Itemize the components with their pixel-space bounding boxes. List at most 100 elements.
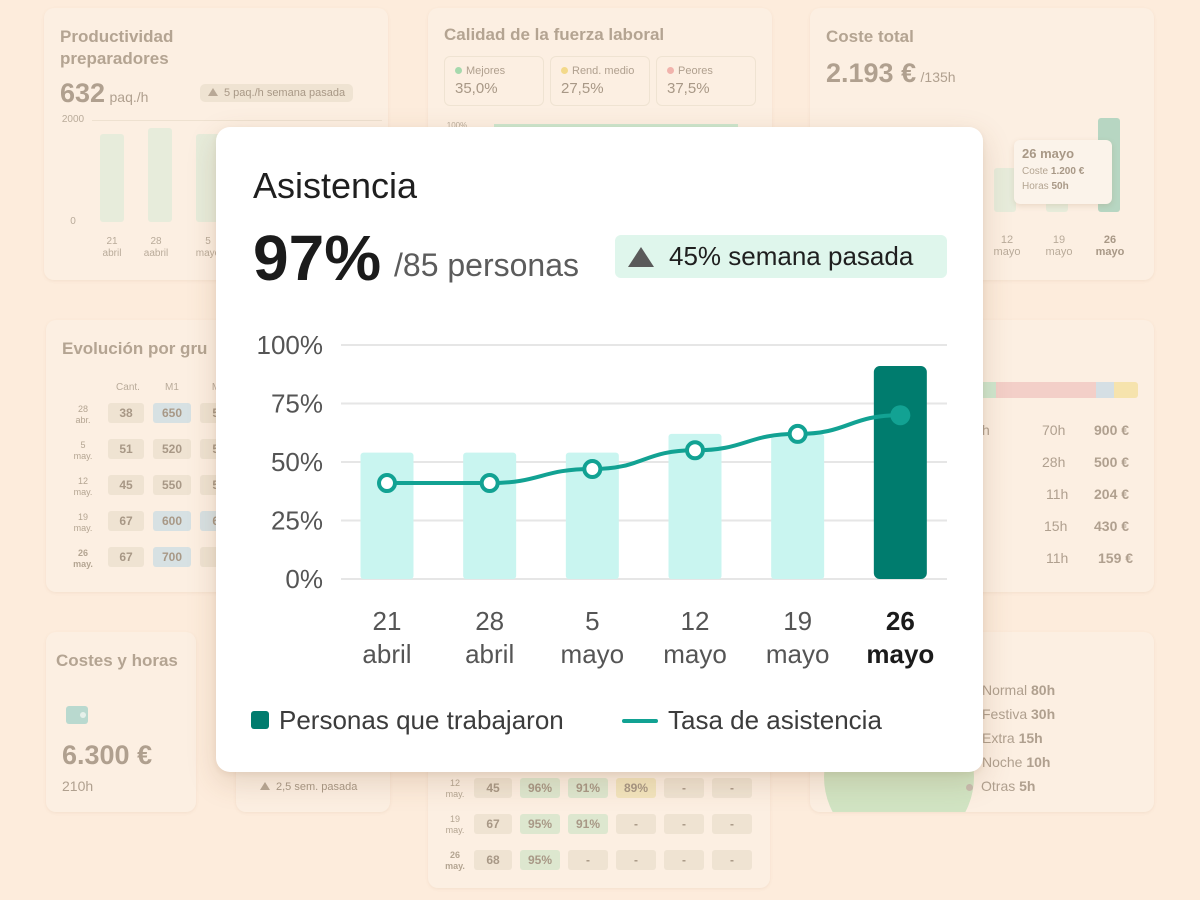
desglose-cost: 900 €: [1094, 422, 1130, 438]
y-tick-label: 75%: [271, 389, 323, 419]
productividad-x-tick: 5 mayo: [195, 236, 221, 259]
desglose-cost: 204 €: [1094, 486, 1130, 502]
x-tick-label: mayo: [663, 639, 727, 669]
table-cell: -: [664, 778, 704, 798]
productividad-bar: [148, 128, 172, 222]
y-tick-label: 50%: [271, 447, 323, 477]
table-cell: -: [616, 814, 656, 834]
productividad-value: 632: [60, 78, 106, 108]
table-cell: -: [712, 814, 752, 834]
legend-bar-swatch: [251, 711, 269, 729]
green-dot-icon: [455, 67, 462, 74]
up-triangle-icon: [208, 88, 218, 96]
desglose-stacked-bar: [980, 382, 1138, 398]
x-tick-label: abril: [362, 639, 411, 669]
coste-x-tick: 19 mayo: [1045, 234, 1073, 258]
series-line: [386, 413, 901, 486]
coste-x-tick: 26 mayo: [1095, 234, 1125, 258]
up-triangle-icon: [260, 782, 270, 790]
coste-x-tick: 12 mayo: [993, 234, 1021, 258]
table-cell: 89%: [616, 778, 656, 798]
productividad-y-tick: 2000: [61, 114, 85, 125]
desglose-cost: 430 €: [1094, 518, 1130, 534]
table-cell: 650: [153, 403, 191, 423]
coste-tooltip: 26 mayo Coste 1.200 € Horas 50h: [1014, 140, 1112, 204]
desglose-card: h 70h 900 € 28h 500 € 11h 204 € 15h 430 …: [960, 320, 1154, 592]
calidad-axis-label: 100%: [446, 121, 468, 130]
tipos-item: Noche 10h: [982, 754, 1051, 770]
table-cell: 51: [108, 439, 144, 459]
yellow-dot-icon: [561, 67, 568, 74]
asistencia-card: Asistencia 97% /85 personas 45% semana p…: [216, 127, 983, 772]
productividad-bar: [100, 134, 124, 222]
people-count: /85 personas: [394, 247, 580, 283]
desglose-hours: 28h: [1042, 454, 1066, 470]
productividad-y-tick: 0: [70, 216, 76, 227]
tipos-item: Festiva 30h: [982, 706, 1056, 722]
table-cell: 91%: [568, 778, 608, 798]
table-cell: 68: [474, 850, 512, 870]
grid-line: [92, 120, 382, 121]
table-cell: 700: [153, 547, 191, 567]
desglose-hours: 11h: [1046, 486, 1069, 502]
calidad-stat: Rend. medio 27,5%: [550, 56, 650, 106]
productividad-value-group: 632 paq./h: [60, 78, 148, 109]
x-tick-label: abril: [465, 639, 514, 669]
dot-icon: [966, 784, 973, 791]
coste-title: Coste total: [826, 27, 914, 46]
table-cell: 67: [108, 511, 144, 531]
desglose-cost: 500 €: [1094, 454, 1130, 470]
table-cell: 95%: [520, 850, 560, 870]
line-point: [582, 459, 603, 480]
x-tick-label: 21: [373, 606, 402, 636]
x-tick-label: 12: [681, 606, 710, 636]
x-tick-label: 19: [783, 606, 812, 636]
x-tick-label: 5: [585, 606, 599, 636]
table-cell: 600: [153, 511, 191, 531]
line-point: [890, 405, 911, 426]
costes-horas-value: 6.300 €: [62, 740, 153, 770]
x-tick-label: mayo: [866, 639, 934, 669]
evolucion-header: Cant.: [116, 382, 140, 393]
bar: [873, 366, 927, 579]
grid-row-label: 19 may.: [445, 814, 465, 835]
table-cell: 38: [108, 403, 144, 423]
table-cell: 67: [108, 547, 144, 567]
small-badge: 2,5 sem. pasada: [252, 778, 365, 796]
x-tick-label: mayo: [561, 639, 625, 669]
evolucion-row-label: 5 may.: [73, 440, 93, 461]
desglose-label: h: [982, 422, 990, 438]
x-tick-label: mayo: [766, 639, 830, 669]
line-point: [787, 423, 808, 444]
evolucion-row-label: 28 abr.: [75, 404, 91, 425]
up-triangle-icon: [628, 247, 654, 267]
productividad-x-tick: 28 aabril: [143, 236, 169, 259]
table-cell: 45: [474, 778, 512, 798]
comparison-badge: 45% semana pasada: [615, 235, 947, 278]
line-point: [685, 440, 705, 461]
productividad-badge-text: 5 paq./h semana pasada: [224, 87, 346, 99]
table-cell: -: [712, 778, 752, 798]
grid-row-label: 12 may.: [445, 778, 465, 799]
y-tick-label: 0%: [285, 564, 323, 594]
calidad-stat: Peores 37,5%: [656, 56, 756, 106]
productividad-unit: paq./h: [109, 89, 149, 105]
x-tick-label: 28: [475, 606, 504, 636]
x-tick-label: 26: [886, 606, 915, 636]
productividad-badge: 5 paq./h semana pasada: [200, 84, 354, 102]
calidad-stat: Mejores 35,0%: [444, 56, 544, 106]
bar: [360, 452, 414, 579]
wallet-icon: [66, 706, 88, 724]
table-cell: -: [568, 850, 608, 870]
table-cell: 520: [153, 439, 191, 459]
grid-row-label: 26 may.: [445, 850, 465, 871]
attendance-chart: 100%75%50%25%0%21abril28abril5mayo12mayo…: [257, 330, 947, 669]
evolucion-row-label: 26 may.: [73, 548, 93, 569]
table-cell: 96%: [520, 778, 560, 798]
line-point: [479, 473, 500, 494]
costes-horas-hours: 210h: [62, 778, 94, 794]
productividad-title: Productividad preparadores: [60, 26, 173, 70]
attendance-percent: 97%: [253, 222, 382, 294]
card-title: Asistencia: [253, 165, 418, 206]
desglose-hours: 70h: [1042, 422, 1066, 438]
